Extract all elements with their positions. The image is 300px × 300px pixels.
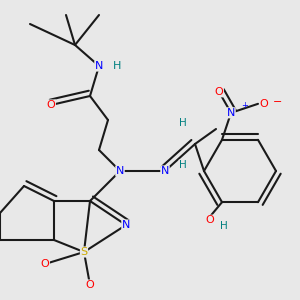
Text: O: O (40, 259, 50, 269)
Text: −: − (273, 97, 282, 107)
Text: N: N (116, 166, 124, 176)
Text: H: H (113, 61, 121, 71)
Text: O: O (260, 99, 268, 109)
Text: N: N (161, 166, 169, 176)
Text: O: O (214, 87, 224, 97)
Text: S: S (80, 247, 88, 257)
Text: O: O (46, 100, 56, 110)
Text: H: H (220, 221, 227, 231)
Text: O: O (85, 280, 94, 290)
Text: +: + (241, 101, 248, 110)
Text: H: H (179, 160, 187, 170)
Text: N: N (95, 61, 103, 71)
Text: N: N (227, 108, 235, 118)
Text: H: H (179, 118, 187, 128)
Text: N: N (122, 220, 130, 230)
Text: O: O (206, 215, 214, 225)
